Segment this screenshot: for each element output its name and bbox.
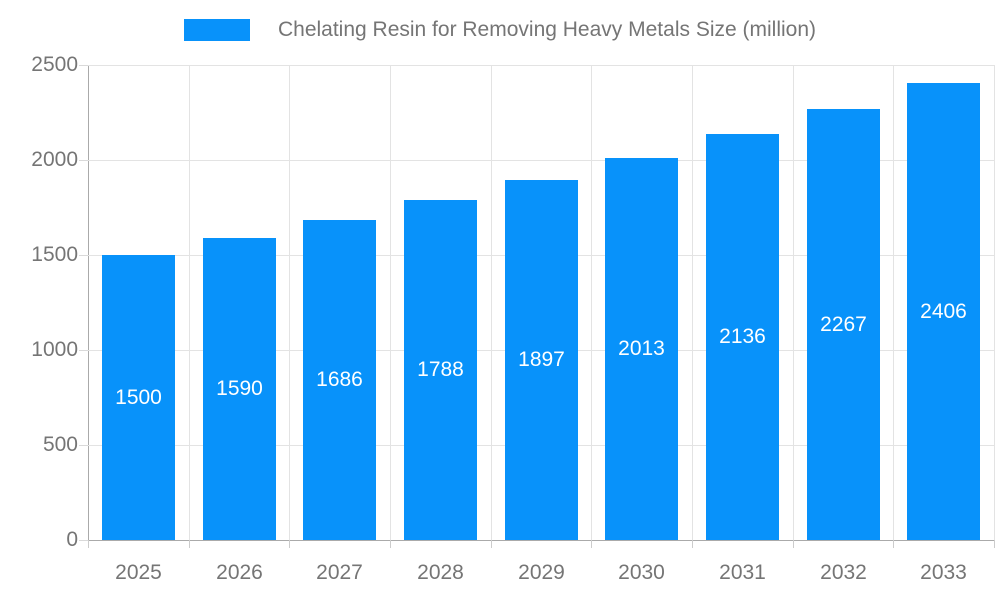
bar-value-label: 2136 bbox=[719, 325, 766, 348]
x-axis-tick bbox=[189, 540, 190, 548]
bar-2028[interactable]: 1788 bbox=[404, 200, 477, 540]
x-axis-tick-label: 2033 bbox=[920, 561, 967, 584]
y-axis-tick-label: 500 bbox=[42, 433, 78, 456]
gridline-vertical bbox=[793, 65, 794, 540]
x-axis-tick-label: 2031 bbox=[719, 561, 766, 584]
x-axis-tick bbox=[88, 540, 89, 548]
y-axis-tick bbox=[79, 255, 88, 256]
bar-value-label: 1686 bbox=[316, 368, 363, 391]
bar-2030[interactable]: 2013 bbox=[605, 158, 678, 540]
gridline-vertical bbox=[692, 65, 693, 540]
x-axis-tick-label: 2028 bbox=[417, 561, 464, 584]
bar-2025[interactable]: 1500 bbox=[102, 255, 175, 540]
gridline-horizontal bbox=[88, 65, 994, 66]
y-axis-tick-label: 1500 bbox=[31, 243, 78, 266]
bar-2026[interactable]: 1590 bbox=[203, 238, 276, 540]
bar-value-label: 1500 bbox=[115, 385, 162, 409]
y-axis-tick-label: 1000 bbox=[31, 338, 78, 361]
x-axis-tick-label: 2029 bbox=[518, 561, 565, 584]
gridline-vertical bbox=[491, 65, 492, 540]
y-axis-tick-label: 0 bbox=[66, 528, 78, 551]
x-axis-line bbox=[88, 540, 994, 541]
plot-area: 1500 1590 1686 1788 1897 2013 2136 2267 2406 bbox=[79, 65, 995, 548]
gridline-horizontal bbox=[88, 160, 994, 161]
y-axis-line bbox=[88, 65, 89, 548]
x-axis-labels: 2025 2026 2027 2028 2029 2030 2031 2032 2033 bbox=[88, 541, 994, 591]
x-axis-tick bbox=[994, 540, 995, 548]
x-axis-tick-label: 2025 bbox=[115, 561, 162, 584]
y-axis-tick-label: 2500 bbox=[31, 53, 78, 76]
gridline-vertical bbox=[289, 65, 290, 540]
bar-2032[interactable]: 2267 bbox=[807, 109, 880, 540]
bar-value-label: 2013 bbox=[618, 337, 665, 360]
y-axis-tick bbox=[79, 445, 88, 446]
y-axis-labels: 0 500 1000 1500 2000 2500 bbox=[0, 54, 78, 551]
bar-2029[interactable]: 1897 bbox=[505, 180, 578, 540]
y-axis-tick bbox=[79, 540, 88, 541]
legend[interactable]: Chelating Resin for Removing Heavy Metal… bbox=[0, 18, 1000, 42]
gridline-vertical bbox=[189, 65, 190, 540]
x-axis-tick-label: 2027 bbox=[316, 561, 363, 584]
x-axis-tick bbox=[692, 540, 693, 548]
bar-value-label: 2406 bbox=[920, 299, 967, 323]
x-axis-tick bbox=[893, 540, 894, 548]
gridline-vertical bbox=[893, 65, 894, 540]
gridline-vertical bbox=[591, 65, 592, 540]
x-axis-tick bbox=[793, 540, 794, 548]
y-axis-tick bbox=[79, 65, 88, 66]
bar-value-label: 1788 bbox=[417, 358, 464, 381]
legend-swatch[interactable] bbox=[183, 19, 250, 41]
gridline-vertical bbox=[390, 65, 391, 540]
x-axis-tick-label: 2032 bbox=[820, 561, 867, 584]
y-axis-tick-label: 2000 bbox=[31, 148, 78, 171]
bar-2031[interactable]: 2136 bbox=[706, 134, 779, 540]
bar-2033[interactable]: 2406 bbox=[907, 83, 980, 540]
gridline-vertical bbox=[994, 65, 995, 540]
bar-value-label: 1590 bbox=[216, 377, 263, 400]
y-axis-tick bbox=[79, 160, 88, 161]
y-axis-tick bbox=[79, 350, 88, 351]
bar-value-label: 1897 bbox=[518, 348, 565, 371]
x-axis-tick bbox=[591, 540, 592, 548]
bar-value-label: 2267 bbox=[820, 312, 867, 336]
x-axis-tick bbox=[289, 540, 290, 548]
x-axis-tick-label: 2026 bbox=[216, 561, 263, 584]
x-axis-tick bbox=[390, 540, 391, 548]
x-axis-tick-label: 2030 bbox=[618, 561, 665, 584]
legend-label: Chelating Resin for Removing Heavy Metal… bbox=[277, 18, 817, 41]
x-axis-tick bbox=[491, 540, 492, 548]
bar-2027[interactable]: 1686 bbox=[303, 220, 376, 540]
